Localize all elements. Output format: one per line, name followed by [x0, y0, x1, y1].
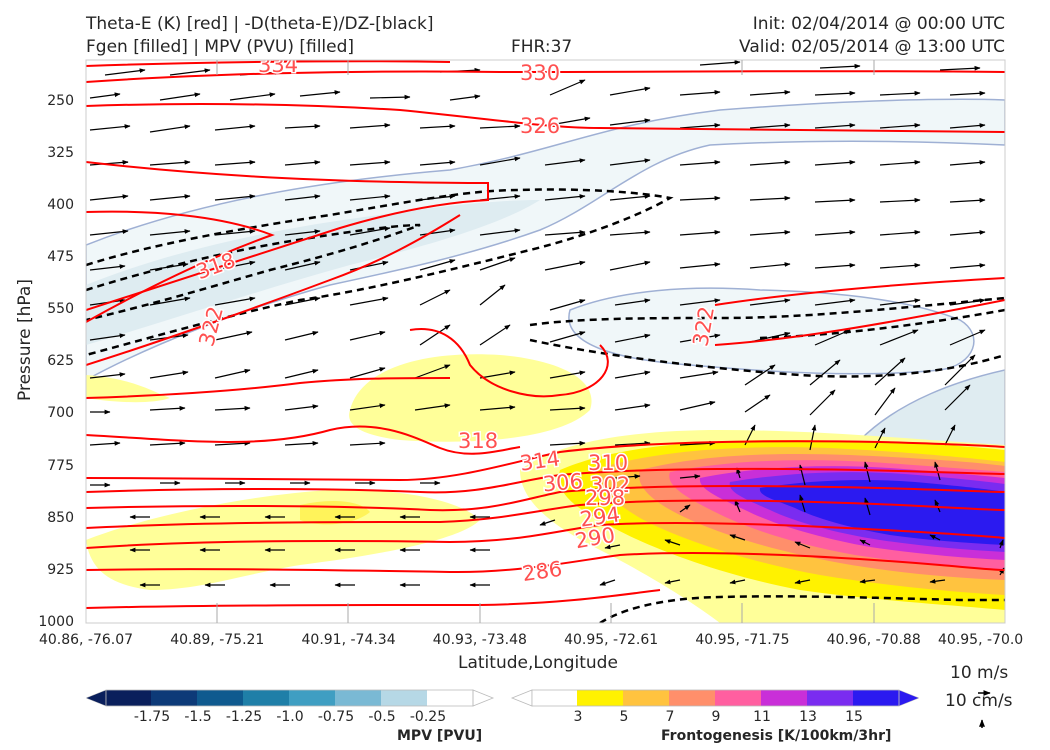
colorbar-tick-label: -1.0	[276, 709, 304, 725]
colorbar-tick-label: 15	[845, 709, 863, 725]
colorbar-tick-label: 9	[711, 709, 721, 725]
x-tick-label: 40.89, -75.21	[170, 632, 265, 648]
colorbar-tick-label: -0.5	[368, 709, 396, 725]
colorbar-tick-label: 3	[573, 709, 583, 725]
x-tick-label: 40.95, -71.75	[695, 632, 790, 648]
theta-e-label: 298	[585, 486, 625, 510]
colorbar-tick-label: 5	[619, 709, 629, 725]
theta-e-label: 302	[590, 473, 630, 497]
theta-e-label: 326	[520, 114, 560, 138]
theta-e-label: 314	[518, 446, 561, 475]
title-line-2: Fgen [filled] | MPV (PVU) [filled]	[86, 37, 355, 57]
wind-vectors	[89, 60, 1005, 588]
init-time: Init: 02/04/2014 @ 00:00 UTC	[752, 14, 1005, 34]
fgen-colorbar-title: Frontogenesis [K/100km/3hr]	[661, 728, 892, 744]
vertical-key-label: 10 cm/s	[945, 691, 1013, 711]
theta-e-contours	[86, 60, 1005, 609]
y-tick-label: 850	[47, 509, 74, 526]
y-tick-label: 700	[47, 405, 74, 422]
mpv-fill	[86, 98, 1005, 541]
theta-e-labels: 334 330 326 318 322 322 318 314 310 306 …	[191, 53, 720, 588]
y-tick-label: 475	[47, 249, 74, 266]
x-axis-label: Latitude,Longitude	[458, 653, 618, 673]
y-tick-label: 325	[47, 144, 74, 161]
colorbar-tick-label: -0.25	[409, 709, 447, 725]
y-tick-label: 550	[47, 301, 74, 318]
title-line-1: Theta-E (K) [red] | -D(theta-E)/DZ-[blac…	[86, 14, 434, 34]
theta-e-label: 294	[578, 502, 621, 531]
colorbar-tick-label: 11	[753, 709, 771, 725]
theta-e-label: 310	[588, 451, 628, 475]
wind-key-label: 10 m/s	[950, 663, 1009, 683]
y-tick-label: 625	[47, 353, 74, 370]
colorbar-tick-label: 13	[799, 709, 817, 725]
colorbar-tick-label: 7	[665, 709, 675, 725]
theta-e-label: 306	[542, 469, 584, 496]
x-tick-label: 40.95, -72.61	[564, 632, 659, 648]
mpv-colorbar	[85, 689, 495, 707]
mpv-colorbar-title: MPV [PVU]	[397, 728, 483, 744]
x-tick-label: 40.91, -74.34	[301, 632, 396, 648]
x-tick-label: 40.96, -70.88	[826, 632, 921, 648]
theta-e-label: 286	[521, 557, 564, 586]
theta-e-label: 334	[258, 53, 298, 77]
colorbar-tick-label: -1.5	[184, 709, 212, 725]
y-tick-label: 250	[47, 92, 74, 109]
y-tick-label: 1000	[38, 614, 74, 630]
fgen-colorbar	[510, 689, 920, 707]
forecast-hour: FHR:37	[511, 37, 573, 57]
x-tick-label: 40.86, -76.07	[38, 632, 134, 648]
colorbar-tick-label: -1.75	[133, 709, 171, 725]
y-axis-label: Pressure [hPa]	[15, 279, 35, 401]
y-tick-label: 400	[47, 196, 74, 213]
y-tick-label: 925	[47, 561, 74, 578]
plot-frame	[85, 59, 1006, 624]
theta-e-label: 318	[458, 429, 498, 453]
x-tick-label: 40.93, -73.48	[432, 632, 527, 648]
colorbar-tick-label: -0.75	[317, 709, 355, 725]
x-tick-label: 40.95, -70.0	[938, 632, 1024, 648]
colorbar-tick-label: -1.25	[225, 709, 263, 725]
valid-time: Valid: 02/05/2014 @ 13:00 UTC	[739, 37, 1005, 57]
x-tick-marks	[216, 60, 875, 623]
y-tick-label: 775	[47, 457, 74, 474]
vector-key-arrows	[978, 690, 991, 728]
theta-e-label: 330	[520, 61, 560, 85]
